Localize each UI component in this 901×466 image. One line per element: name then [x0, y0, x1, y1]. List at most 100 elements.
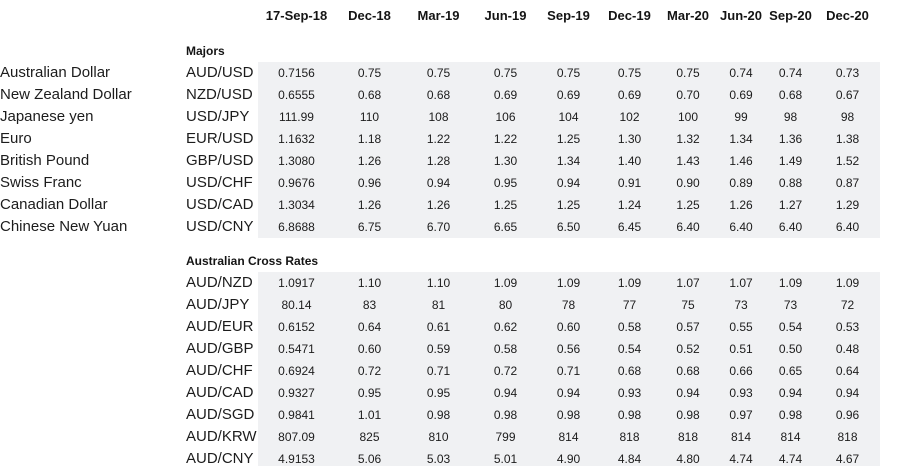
currency-pair-cell: AUD/SGD: [186, 406, 255, 423]
rate-cell: 0.75: [599, 62, 660, 84]
currency-pair-cell: USD/CHF: [186, 174, 253, 191]
currency-name-cell: Euro: [0, 130, 32, 147]
table-row: Canadian Dollar USD/CAD 1.3034 1.26 1.26 1.25…: [0, 194, 880, 216]
rate-cell: 1.46: [716, 150, 766, 172]
rate-cell: 0.88: [766, 172, 815, 194]
rate-cell: 83: [335, 294, 404, 316]
rate-cell: 814: [716, 426, 766, 448]
rate-cell: 1.38: [815, 128, 880, 150]
rate-cell: 1.07: [660, 272, 716, 294]
rate-cell: 0.94: [404, 172, 473, 194]
table-row: Swiss Franc USD/CHF 0.9676 0.96 0.94 0.95 0.94…: [0, 172, 880, 194]
rate-cell: 1.34: [716, 128, 766, 150]
rate-cell: 0.75: [660, 62, 716, 84]
rate-cell: 0.67: [815, 84, 880, 106]
rate-cell: 1.1632: [258, 128, 335, 150]
rate-cell: 1.09: [815, 272, 880, 294]
rate-cell: 1.01: [335, 404, 404, 426]
table-row: Australian Dollar AUD/USD 0.7156 0.75 0.75 0.…: [0, 62, 880, 84]
rate-cell: 1.26: [404, 194, 473, 216]
rate-cell: 4.74: [716, 448, 766, 466]
rate-cell: 0.75: [473, 62, 538, 84]
rate-cell: 98: [766, 106, 815, 128]
rate-cell: 0.93: [599, 382, 660, 404]
rate-cell: 0.66: [716, 360, 766, 382]
rate-cell: 0.51: [716, 338, 766, 360]
rate-cell: 825: [335, 426, 404, 448]
rate-cell: 108: [404, 106, 473, 128]
section-header-row: Australian Cross Rates: [0, 238, 880, 272]
rate-cell: 1.18: [335, 128, 404, 150]
currency-name-cell: [0, 338, 186, 360]
rate-cell: 0.69: [538, 84, 599, 106]
section-label: Australian Cross Rates: [186, 254, 319, 268]
rate-cell: 0.55: [716, 316, 766, 338]
rate-cell: 1.52: [815, 150, 880, 172]
rate-cell: 1.10: [335, 272, 404, 294]
rate-cell: 1.25: [660, 194, 716, 216]
rate-cell: 111.99: [258, 106, 335, 128]
rate-cell: 0.62: [473, 316, 538, 338]
rate-cell: 0.6152: [258, 316, 335, 338]
rate-cell: 0.7156: [258, 62, 335, 84]
rate-cell: 1.26: [335, 150, 404, 172]
rate-cell: 80: [473, 294, 538, 316]
table-row: AUD/EUR 0.6152 0.64 0.61 0.62 0.60 0.58 0.57 0.5…: [0, 316, 880, 338]
rate-cell: 0.91: [599, 172, 660, 194]
rate-cell: 106: [473, 106, 538, 128]
rate-cell: 1.32: [660, 128, 716, 150]
rate-cell: 0.68: [404, 84, 473, 106]
table-row: New Zealand Dollar NZD/USD 0.6555 0.68 0.68 0…: [0, 84, 880, 106]
section-row-spacer: [0, 34, 186, 62]
rate-cell: 1.25: [538, 194, 599, 216]
rate-cell: 1.28: [404, 150, 473, 172]
currency-name-cell: Australian Dollar: [0, 64, 111, 81]
rate-cell: 0.6555: [258, 84, 335, 106]
rate-cell: 0.94: [538, 382, 599, 404]
fx-forecast-table: 17-Sep-18 Dec-18 Mar-19 Jun-19 Sep-19 Dec-19 M…: [0, 7, 880, 466]
currency-name-cell: [0, 404, 186, 426]
section-header-row: Majors: [0, 34, 880, 62]
rate-cell: 0.72: [473, 360, 538, 382]
currency-pair-cell: EUR/USD: [186, 130, 254, 147]
rate-cell: 0.69: [473, 84, 538, 106]
currency-name-cell: [0, 448, 186, 466]
table-row: British Pound GBP/USD 1.3080 1.26 1.28 1.30 1.…: [0, 150, 880, 172]
rate-cell: 0.53: [815, 316, 880, 338]
currency-name-cell: Chinese New Yuan: [0, 218, 128, 235]
rate-cell: 99: [716, 106, 766, 128]
table-row: AUD/CHF 0.6924 0.72 0.71 0.72 0.71 0.68 0.68 0.6…: [0, 360, 880, 382]
column-header-date: Mar-19: [417, 7, 460, 23]
rate-cell: 0.68: [766, 84, 815, 106]
rate-cell: 1.43: [660, 150, 716, 172]
rate-cell: 1.0917: [258, 272, 335, 294]
table-row: AUD/NZD 1.0917 1.10 1.10 1.09 1.09 1.09 1.07 1.0…: [0, 272, 880, 294]
rate-cell: 5.01: [473, 448, 538, 466]
table-row: AUD/KRW 807.09 825 810 799 814 818 818 814 814 818: [0, 426, 880, 448]
rate-cell: 0.59: [404, 338, 473, 360]
rate-cell: 799: [473, 426, 538, 448]
rate-cell: 6.8688: [258, 216, 335, 238]
rate-cell: 1.25: [538, 128, 599, 150]
rate-cell: 81: [404, 294, 473, 316]
rate-cell: 1.49: [766, 150, 815, 172]
rate-cell: 0.89: [716, 172, 766, 194]
rate-cell: 4.67: [815, 448, 880, 466]
rate-cell: 1.27: [766, 194, 815, 216]
column-header-date: 17-Sep-18: [265, 7, 328, 23]
rate-cell: 1.34: [538, 150, 599, 172]
column-header-date: Sep-20: [769, 7, 812, 23]
rate-cell: 0.97: [716, 404, 766, 426]
currency-name-cell: [0, 316, 186, 338]
rate-cell: 6.40: [716, 216, 766, 238]
column-header-date: Dec-20: [826, 7, 869, 23]
currency-name-cell: [0, 294, 186, 316]
rate-cell: 1.09: [473, 272, 538, 294]
rate-cell: 0.56: [538, 338, 599, 360]
currency-pair-cell: NZD/USD: [186, 86, 253, 103]
rate-cell: 75: [660, 294, 716, 316]
column-header-date: Dec-19: [608, 7, 651, 23]
rate-cell: 1.09: [538, 272, 599, 294]
table-row: AUD/SGD 0.9841 1.01 0.98 0.98 0.98 0.98 0.98 0.9…: [0, 404, 880, 426]
rate-cell: 0.74: [766, 62, 815, 84]
